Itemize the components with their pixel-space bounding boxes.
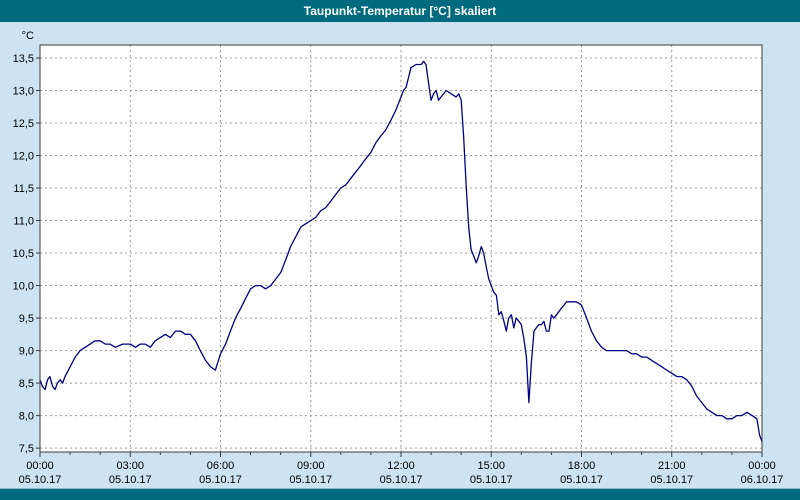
- x-tick-date-label: 05.10.17: [560, 474, 603, 486]
- x-tick-time-label: 06:00: [207, 460, 235, 472]
- y-tick-label: 13,0: [13, 86, 34, 98]
- plot-border: [39, 44, 763, 453]
- x-tick-time-label: 21:00: [658, 460, 686, 472]
- chart-title: Taupunkt-Temperatur [°C] skaliert: [303, 4, 497, 18]
- x-tick-date-label: 05.10.17: [380, 474, 423, 486]
- y-axis-unit: °C: [22, 30, 34, 42]
- chart-area: 13,5 13,0 12,5 12,0 11,5 11,0 10,5 10,0 9,5 9,0 8,…: [0, 22, 800, 488]
- x-tick-date-label: 05.10.17: [109, 474, 152, 486]
- x-tick-date-label: 05.10.17: [650, 474, 693, 486]
- plot-background: [40, 45, 762, 452]
- x-tick-date-label: 06.10.17: [741, 474, 784, 486]
- x-tick-date-label: 05.10.17: [289, 474, 332, 486]
- x-tick-time-label: 00:00: [748, 460, 776, 472]
- horizontal-scrollbar[interactable]: [0, 488, 800, 500]
- title-bar: Taupunkt-Temperatur [°C] skaliert: [0, 0, 800, 22]
- x-tick-time-label: 09:00: [297, 460, 325, 472]
- x-tick-time-label: 15:00: [477, 460, 505, 472]
- y-tick-label: 9,0: [19, 346, 34, 358]
- y-tick-label: 11,0: [13, 216, 34, 228]
- y-tick-label: 7,5: [19, 443, 34, 455]
- y-tick-label: 10,5: [13, 248, 34, 260]
- y-tick-label: 12,0: [13, 151, 34, 163]
- x-tick-date-label: 05.10.17: [19, 474, 62, 486]
- temperature-line: [39, 60, 763, 443]
- x-tick-time-label: 03:00: [116, 460, 144, 472]
- x-tick-time-label: 12:00: [387, 460, 415, 472]
- x-tick-date-label: 05.10.17: [199, 474, 242, 486]
- y-tick-label: 10,0: [13, 281, 34, 293]
- x-tick-time-label: 18:00: [568, 460, 596, 472]
- x-tick-date-label: 05.10.17: [470, 474, 513, 486]
- line-chart: 13,5 13,0 12,5 12,0 11,5 11,0 10,5 10,0 9,5 9,0 8,…: [13, 30, 784, 486]
- x-tick-time-label: 00:00: [26, 460, 54, 472]
- y-tick-label: 8,5: [19, 378, 34, 390]
- y-tick-label: 9,5: [19, 313, 34, 325]
- y-tick-label: 8,0: [19, 411, 34, 423]
- y-tick-label: 13,5: [13, 53, 34, 65]
- y-tick-label: 11,5: [13, 183, 34, 195]
- y-tick-label: 12,5: [13, 118, 34, 130]
